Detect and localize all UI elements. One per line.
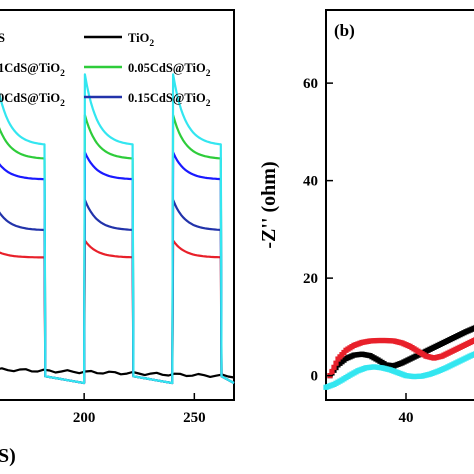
panel-a-x-axis-title: S) bbox=[0, 445, 16, 467]
panel-a-legend: S TiO2 1CdS@TiO2 0.05CdS@TiO2 0CdS@TiO2 0.15C… bbox=[0, 31, 211, 109]
panel-a-series-0-01cds-tio2 bbox=[0, 239, 235, 385]
panel-b-y-tick-label: 0 bbox=[311, 369, 319, 385]
panel-b-point bbox=[333, 360, 339, 366]
panel-b-series-group bbox=[323, 324, 474, 390]
panel-b-series-black bbox=[327, 324, 474, 379]
panel-b-label: (b) bbox=[334, 21, 355, 40]
panel-b-impedance-chart: 0 20 40 60 40 (b) -Z'' (ohm) bbox=[258, 9, 474, 426]
panel-b-point bbox=[471, 351, 474, 358]
panel-a-series-0-10cds-tio2 bbox=[0, 151, 235, 385]
panel-a-frame bbox=[0, 9, 235, 401]
panel-a-series-0-05cds-tio2 bbox=[0, 114, 235, 385]
panel-b-point bbox=[329, 368, 335, 375]
panel-b-point bbox=[331, 364, 337, 370]
panel-b-point bbox=[471, 325, 474, 331]
panel-b-y-tick-label: 20 bbox=[303, 271, 318, 287]
panel-b-x-tick-label: 40 bbox=[399, 410, 414, 426]
panel-b-y-tick-label: 60 bbox=[303, 76, 318, 92]
panel-b-series-red bbox=[327, 336, 474, 379]
panel-a-series-tio2 bbox=[0, 367, 235, 379]
panel-b-series-cyan bbox=[323, 350, 474, 390]
panel-b-point bbox=[471, 337, 474, 344]
panel-a-x-tick-label: 250 bbox=[183, 410, 206, 426]
panel-a-legend-label: 1CdS@TiO2 bbox=[0, 61, 65, 79]
panel-a-x-tick-label: 200 bbox=[73, 410, 96, 426]
panel-a-series-group bbox=[0, 73, 235, 385]
panel-a-legend-label: 0.05CdS@TiO2 bbox=[128, 61, 211, 79]
panel-a-series-0-15cds-tio2 bbox=[0, 198, 235, 385]
panel-a-legend-label: 0CdS@TiO2 bbox=[0, 91, 65, 109]
panel-a-legend-label: S bbox=[0, 31, 5, 45]
panel-b-axis-ticks: 0 20 40 60 40 bbox=[303, 76, 414, 426]
panel-a-legend-label: 0.15CdS@TiO2 bbox=[128, 91, 211, 109]
panel-a-series-cds bbox=[0, 73, 235, 385]
panel-a-legend-label: TiO2 bbox=[128, 31, 154, 49]
panel-a-photocurrent-chart: 200 250 S TiO2 1CdS@TiO2 0.05CdS@TiO2 0CdS@Ti… bbox=[0, 9, 235, 467]
panel-b-y-axis-title: -Z'' (ohm) bbox=[258, 161, 280, 248]
panel-b-y-tick-label: 40 bbox=[303, 174, 318, 190]
panel-a-x-ticks: 200 250 bbox=[73, 393, 206, 426]
